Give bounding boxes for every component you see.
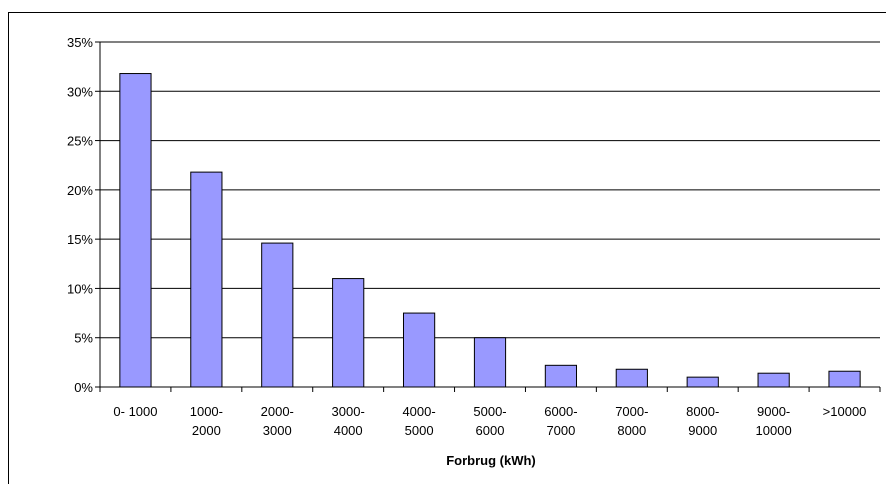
y-tick-label: 15% xyxy=(67,232,93,247)
bar xyxy=(119,73,152,388)
bar xyxy=(332,278,365,388)
bar xyxy=(190,171,223,388)
y-tick-label: 10% xyxy=(67,281,93,296)
x-tick-label: 1000- xyxy=(190,404,223,419)
x-tick-label: 4000 xyxy=(334,423,363,438)
x-tick-label: 5000 xyxy=(405,423,434,438)
bar xyxy=(615,368,648,388)
x-tick-labels: 0- 1000 1000- 2000 2000- 3000 3000- 4000 4000- 5… xyxy=(113,404,866,438)
x-tick-label: 8000- xyxy=(686,404,719,419)
bar xyxy=(544,364,578,388)
x-tick-label: 9000- xyxy=(757,404,790,419)
bar xyxy=(757,372,790,388)
y-tick-label: 20% xyxy=(67,183,93,198)
x-tick-label: 3000- xyxy=(332,404,365,419)
x-tick-label: 9000 xyxy=(688,423,717,438)
bar xyxy=(686,376,719,388)
bars xyxy=(119,73,861,388)
bar xyxy=(828,370,861,388)
y-tick-label: 5% xyxy=(74,331,93,346)
bar xyxy=(402,312,436,388)
x-tick-label: 7000 xyxy=(546,423,575,438)
x-tick-label: 6000 xyxy=(476,423,505,438)
x-tick-label: 3000 xyxy=(263,423,292,438)
x-tick-label: 8000 xyxy=(617,423,646,438)
x-tick-label: 7000- xyxy=(615,404,648,419)
x-tick-label: 2000 xyxy=(192,423,221,438)
x-tick-label: 0- 1000 xyxy=(113,404,157,419)
bar xyxy=(473,337,507,388)
y-tick-label: 30% xyxy=(67,84,93,99)
x-tick-label: 4000- xyxy=(402,404,435,419)
chart-frame xyxy=(8,12,886,484)
x-axis-label: Forbrug (kWh) xyxy=(446,453,536,468)
y-tick-label: 35% xyxy=(67,35,93,50)
y-tick-label: 25% xyxy=(67,134,93,149)
axes xyxy=(95,41,881,392)
y-tick-label: 0% xyxy=(74,380,93,395)
x-tick-label: 5000- xyxy=(473,404,506,419)
x-tick-label: 6000- xyxy=(544,404,577,419)
x-tick-label: >10000 xyxy=(823,404,867,419)
x-tick-label: 10000 xyxy=(756,423,792,438)
x-tick-label: 2000- xyxy=(261,404,294,419)
y-tick-labels: 0% 5% 10% 15% 20% 25% 30% 35% xyxy=(67,35,93,395)
bar xyxy=(261,242,294,388)
